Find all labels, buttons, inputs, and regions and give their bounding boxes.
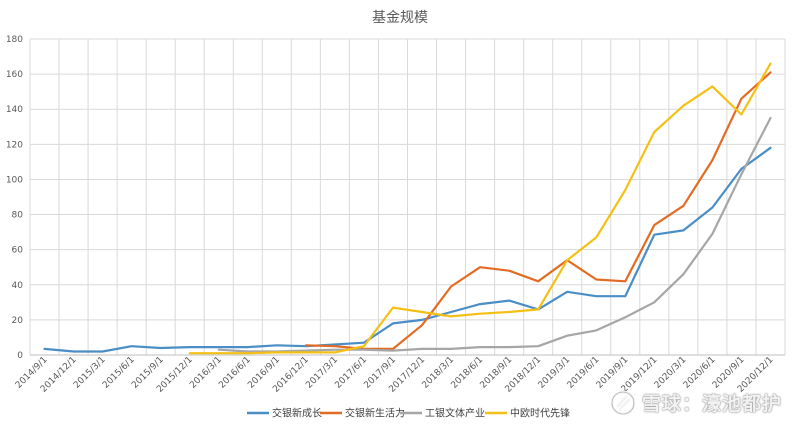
y-tick-labels: 0 20 40 60 80 100 120 140 160 180 bbox=[6, 35, 23, 361]
series-line-0 bbox=[43, 146, 772, 353]
snowball-logo-icon bbox=[610, 390, 636, 415]
y-tick-label: 180 bbox=[6, 35, 23, 45]
legend-label-3: 中欧时代先锋 bbox=[510, 407, 570, 420]
series-line-1 bbox=[304, 71, 772, 350]
chart-title: 基金规模 bbox=[372, 9, 428, 26]
y-tick-label: 100 bbox=[6, 175, 23, 185]
watermark-brand: 雪球 bbox=[641, 393, 682, 415]
y-tick-label: 40 bbox=[12, 281, 24, 291]
legend-label-1: 交银新生活力 bbox=[345, 407, 405, 420]
watermark-author: 濠池都护 bbox=[701, 393, 782, 415]
legend-label-0: 交银新成长 bbox=[272, 407, 322, 420]
y-tick-label: 80 bbox=[12, 211, 24, 221]
legend: 交银新成长 交银新生活力 工银文体产业 中欧时代先锋 bbox=[247, 407, 570, 420]
y-tick-label: 160 bbox=[6, 70, 23, 80]
y-tick-label: 120 bbox=[6, 140, 23, 150]
legend-label-2: 工银文体产业 bbox=[425, 407, 485, 420]
y-tick-label: 60 bbox=[12, 246, 24, 256]
y-tick-label: 140 bbox=[6, 105, 23, 115]
watermark: 雪球 ： 濠池都护 bbox=[610, 389, 782, 416]
series-line-2 bbox=[217, 116, 772, 353]
y-gridlines bbox=[30, 38, 785, 356]
x-gridlines bbox=[29, 39, 786, 355]
series-line-3 bbox=[188, 62, 772, 355]
watermark-separator: ： bbox=[681, 393, 702, 415]
y-tick-label: 20 bbox=[12, 316, 24, 326]
y-tick-label: 0 bbox=[17, 351, 23, 361]
series-lines bbox=[43, 62, 772, 355]
